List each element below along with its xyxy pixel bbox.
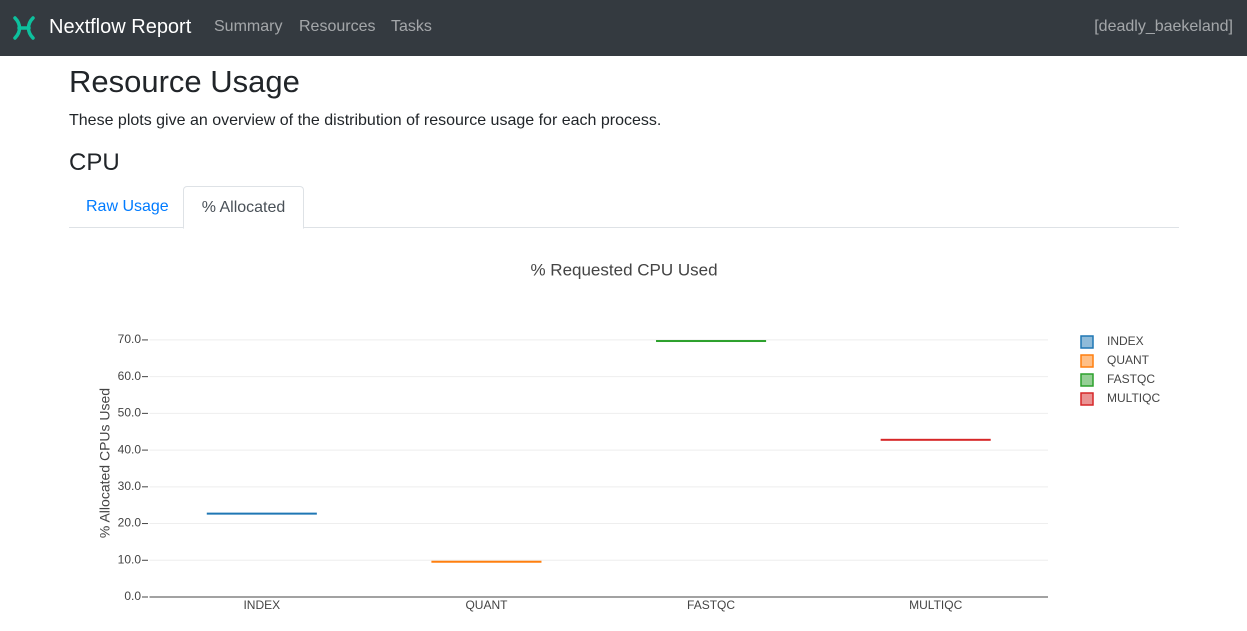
y-tick-label: 0.0 [124, 589, 141, 603]
x-tick-label: QUANT [465, 598, 508, 612]
heading: Resource Usage [69, 64, 300, 99]
legend-swatch [1080, 354, 1094, 368]
tab-border [69, 227, 1179, 228]
legend-label: QUANT [1107, 353, 1150, 367]
legend-label: MULTIQC [1107, 391, 1160, 405]
y-tick-label: 60.0 [118, 369, 142, 383]
x-tick-label: MULTIQC [909, 598, 962, 612]
legend-swatch [1080, 373, 1094, 387]
legend-swatch [1080, 335, 1094, 349]
nav-link[interactable]: Summary [214, 18, 283, 35]
tab-active[interactable]: % Allocated [183, 186, 304, 229]
navbar: Nextflow Report Summary Resources Tasks … [0, 0, 1247, 56]
y-tick-label: 40.0 [118, 442, 142, 456]
legend-label: INDEX [1107, 334, 1144, 348]
y-tick-label: 50.0 [118, 406, 142, 420]
y-tick-label: 70.0 [118, 332, 142, 346]
y-axis-label: % Allocated CPUs Used [97, 388, 113, 538]
y-tick-label: 30.0 [118, 479, 142, 493]
y-tick-label: 20.0 [118, 516, 142, 530]
chart: % Requested CPU Used % Allocated CPUs Us… [97, 260, 1161, 612]
description: These plots give an overview of the dist… [69, 112, 662, 129]
section-title: CPU [69, 149, 120, 176]
tab[interactable]: Raw Usage [86, 198, 169, 215]
logo[interactable] [12, 16, 36, 40]
x-tick-label: FASTQC [687, 598, 735, 612]
chart-title: % Requested CPU Used [530, 260, 717, 279]
legend-swatch [1080, 392, 1094, 406]
nav-link[interactable]: Tasks [391, 18, 432, 35]
box [206, 512, 317, 515]
box [880, 438, 991, 441]
box [431, 560, 542, 563]
legend-label: FASTQC [1107, 372, 1155, 386]
box [656, 340, 767, 343]
nav-link[interactable]: Resources [299, 18, 376, 35]
y-tick-label: 10.0 [118, 552, 142, 566]
x-tick-label: INDEX [243, 598, 280, 612]
run-name: [deadly_baekeland] [1094, 18, 1233, 35]
brand[interactable]: Nextflow Report [49, 16, 192, 38]
